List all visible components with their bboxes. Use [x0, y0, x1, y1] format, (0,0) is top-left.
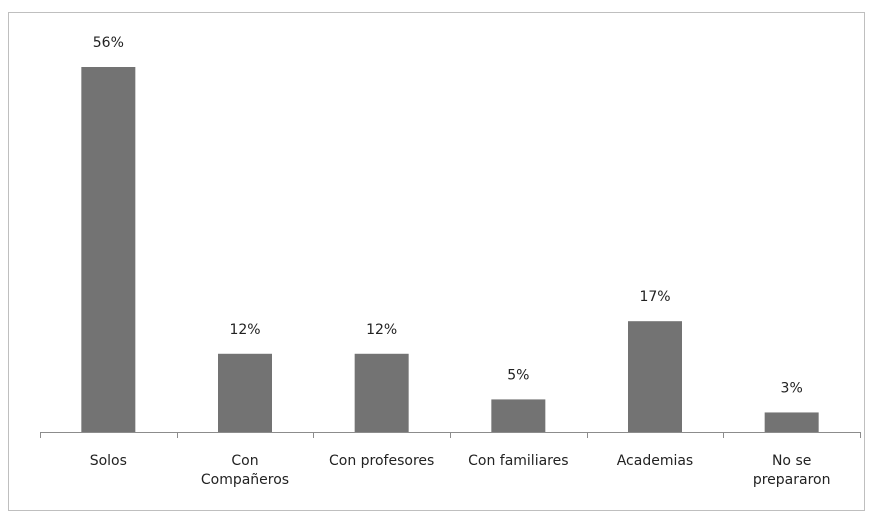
chart-frame: [8, 12, 865, 511]
bar: [81, 67, 136, 432]
x-tick-label: Con familiares: [468, 453, 569, 469]
bar: [354, 353, 409, 432]
x-tick-label: No se prepararon: [752, 453, 831, 488]
data-label: 12%: [366, 322, 397, 338]
data-label: 5%: [507, 367, 529, 383]
bar: [491, 399, 546, 432]
x-tick-label: Academias: [616, 453, 694, 469]
x-tick-label: Con profesores: [328, 453, 435, 469]
bar: [628, 321, 682, 432]
data-label: 12%: [229, 322, 260, 338]
data-label: 3%: [781, 380, 803, 396]
x-tick-label: Solos: [89, 453, 127, 469]
data-label: 56%: [93, 35, 124, 51]
x-tick-label: Con Compañeros: [200, 453, 290, 488]
data-label: 17%: [639, 289, 670, 305]
bar: [764, 412, 819, 432]
bar: [218, 353, 272, 432]
